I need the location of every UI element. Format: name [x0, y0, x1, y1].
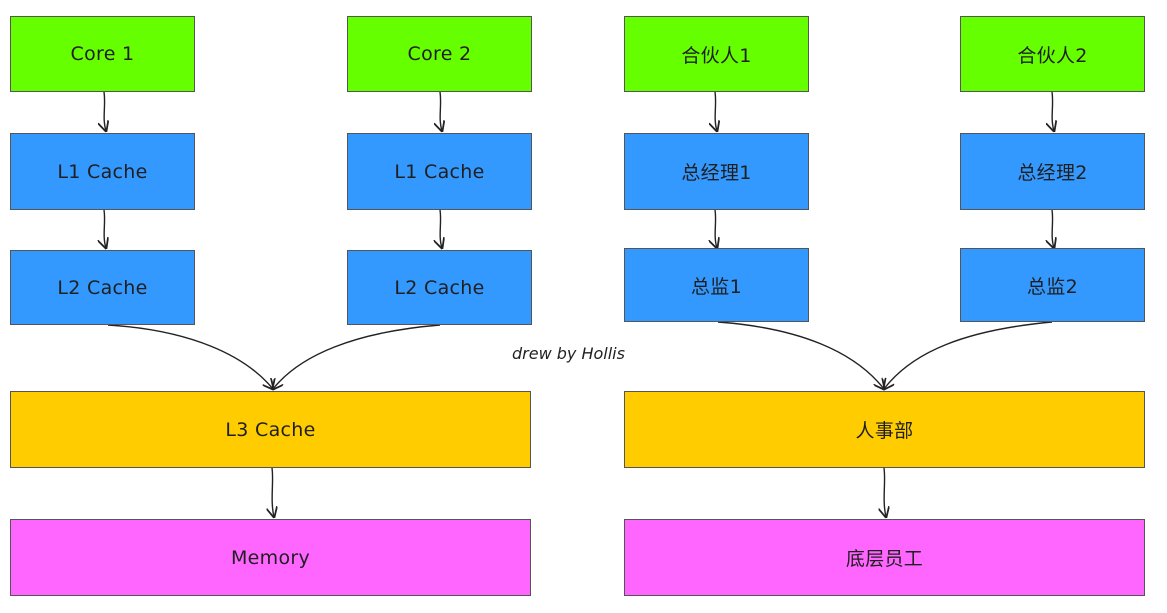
arrow-director1-hr: [717, 321, 884, 389]
core1-box: Core 1: [10, 16, 195, 92]
arrow-partner1-gm1: [715, 91, 717, 131]
arrow-gm2-director2: [1052, 209, 1054, 248]
l2-cache-box-2: L2 Cache: [347, 250, 532, 325]
partner1-box: 合伙人1: [624, 16, 809, 92]
arrow-director2-hr: [884, 321, 1053, 389]
arrow-gm1-director1: [715, 209, 717, 248]
arrow-l2-l3-left: [107, 324, 273, 389]
arrow-l1-l2-left: [104, 209, 106, 248]
arrow-hr-staff: [884, 467, 886, 517]
hr-box: 人事部: [624, 391, 1145, 468]
gm1-box: 总经理1: [624, 133, 809, 210]
arrow-partner2-gm2: [1052, 91, 1054, 131]
l1-cache-box-1: L1 Cache: [10, 133, 195, 210]
gm2-box: 总经理2: [960, 133, 1145, 210]
core2-box: Core 2: [347, 16, 532, 92]
partner2-box: 合伙人2: [960, 16, 1145, 92]
arrow-core2-l1: [440, 91, 442, 131]
staff-box: 底层员工: [624, 519, 1145, 596]
arrow-l3-memory: [272, 467, 274, 517]
memory-box: Memory: [10, 519, 531, 596]
l2-cache-box-1: L2 Cache: [10, 250, 195, 325]
director2-box: 总监2: [960, 248, 1145, 322]
arrow-l1-l2-right: [440, 209, 442, 248]
l1-cache-box-2: L1 Cache: [347, 133, 532, 210]
director1-box: 总监1: [624, 248, 809, 322]
l3-cache-box: L3 Cache: [10, 391, 531, 468]
credit-text: drew by Hollis: [512, 344, 625, 363]
arrow-l2-l3-right: [273, 324, 441, 389]
arrow-core1-l1: [104, 91, 106, 131]
